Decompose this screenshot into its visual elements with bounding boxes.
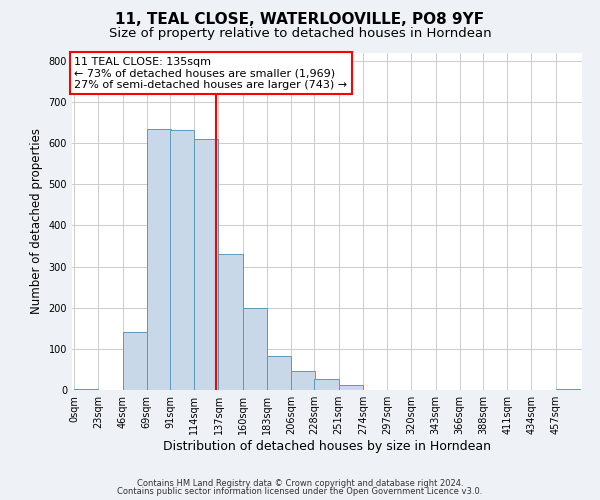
Bar xyxy=(267,356,291,390)
Text: Size of property relative to detached houses in Horndean: Size of property relative to detached ho… xyxy=(109,28,491,40)
Bar xyxy=(314,379,338,390)
Bar xyxy=(338,385,363,390)
Text: Contains HM Land Registry data © Crown copyright and database right 2024.: Contains HM Land Registry data © Crown c… xyxy=(137,478,463,488)
X-axis label: Distribution of detached houses by size in Horndean: Distribution of detached houses by size … xyxy=(163,440,491,453)
Bar xyxy=(74,389,98,390)
Y-axis label: Number of detached properties: Number of detached properties xyxy=(30,128,43,314)
Bar xyxy=(556,389,580,390)
Text: Contains public sector information licensed under the Open Government Licence v3: Contains public sector information licen… xyxy=(118,487,482,496)
Bar xyxy=(243,308,267,390)
Bar xyxy=(147,128,171,390)
Text: 11 TEAL CLOSE: 135sqm
← 73% of detached houses are smaller (1,969)
27% of semi-d: 11 TEAL CLOSE: 135sqm ← 73% of detached … xyxy=(74,56,347,90)
Bar xyxy=(122,332,147,390)
Bar xyxy=(194,139,218,390)
Bar xyxy=(291,371,316,390)
Text: 11, TEAL CLOSE, WATERLOOVILLE, PO8 9YF: 11, TEAL CLOSE, WATERLOOVILLE, PO8 9YF xyxy=(115,12,485,28)
Bar xyxy=(218,254,243,390)
Bar xyxy=(170,130,194,390)
